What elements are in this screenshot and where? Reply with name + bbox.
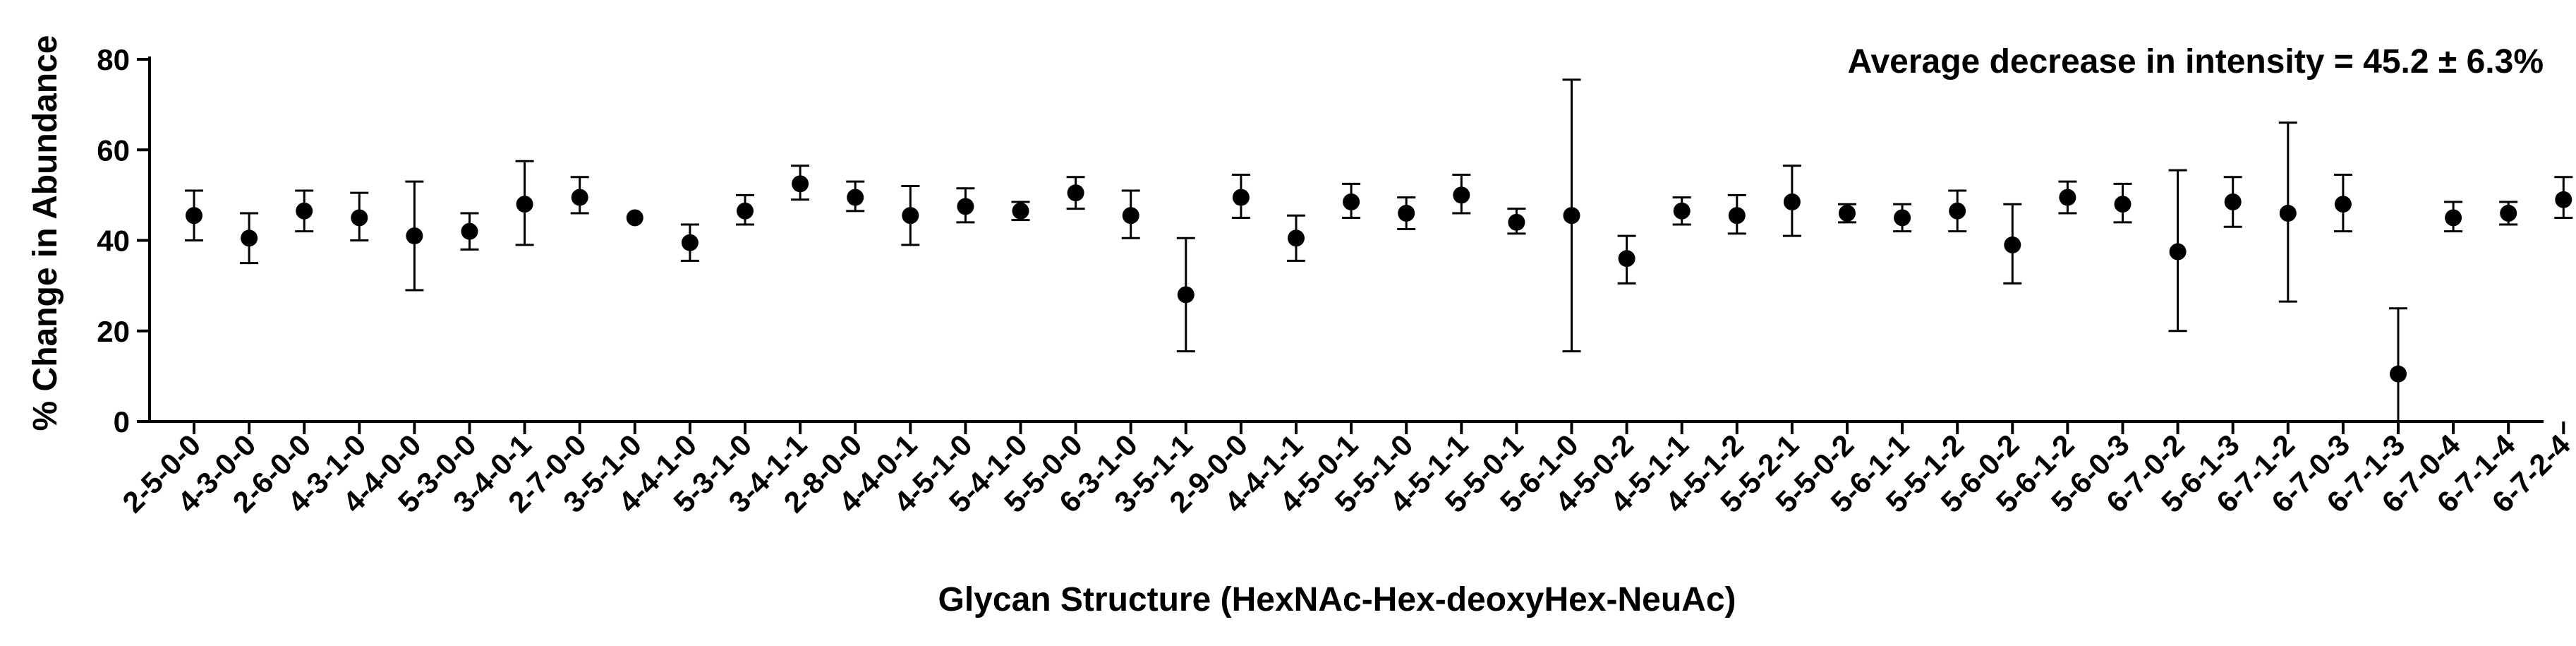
data-point	[847, 189, 864, 206]
data-point	[1288, 229, 1305, 247]
data-point	[737, 202, 754, 220]
data-point	[2445, 209, 2462, 227]
plot-area: 0204060802-5-0-04-3-0-02-6-0-04-3-1-04-4…	[97, 43, 2576, 519]
data-point	[2059, 189, 2076, 206]
data-point	[1398, 205, 1415, 222]
data-point	[792, 175, 809, 193]
data-point	[1343, 193, 1360, 210]
data-point	[2279, 205, 2297, 222]
data-point	[1508, 213, 1525, 231]
y-tick-label: 40	[97, 225, 130, 258]
data-point	[406, 227, 423, 245]
x-axis-title: Glycan Structure (HexNAc-Hex-deoxyHex-Ne…	[938, 581, 1736, 618]
data-point	[1563, 207, 1580, 225]
data-point	[1232, 189, 1250, 206]
data-point	[626, 209, 643, 227]
data-point	[1122, 207, 1139, 225]
y-axis-title: % Change in Abundance	[27, 35, 64, 431]
y-tick-label: 80	[97, 43, 130, 76]
y-tick-label: 20	[97, 315, 130, 348]
data-point	[1728, 207, 1746, 225]
data-point	[1673, 202, 1691, 220]
data-point	[1453, 186, 1470, 204]
data-point	[1067, 184, 1084, 202]
y-tick-label: 60	[97, 133, 130, 167]
data-point	[1839, 205, 1856, 222]
data-point	[2004, 236, 2021, 253]
data-point	[2169, 243, 2187, 261]
average-annotation: Average decrease in intensity = 45.2 ± 6…	[1848, 43, 2544, 80]
data-point	[241, 229, 258, 247]
data-point	[957, 198, 974, 215]
data-point	[2334, 196, 2352, 213]
data-point	[1894, 209, 1911, 227]
data-point	[516, 196, 533, 213]
data-point	[1618, 250, 1635, 268]
data-point	[1783, 193, 1801, 210]
data-point	[1177, 286, 1195, 304]
data-point	[571, 189, 588, 206]
y-tick-label: 0	[114, 405, 130, 438]
data-point	[351, 209, 368, 227]
data-point	[2390, 365, 2407, 383]
data-point	[296, 202, 313, 220]
data-point	[1012, 202, 1029, 220]
data-point	[1949, 202, 1966, 220]
data-point	[2555, 191, 2572, 208]
data-point	[461, 222, 478, 240]
data-point	[2500, 205, 2517, 222]
data-point	[681, 234, 699, 251]
data-point	[186, 207, 202, 225]
data-point	[2114, 196, 2131, 213]
data-point	[902, 207, 919, 225]
data-point	[2224, 193, 2242, 210]
